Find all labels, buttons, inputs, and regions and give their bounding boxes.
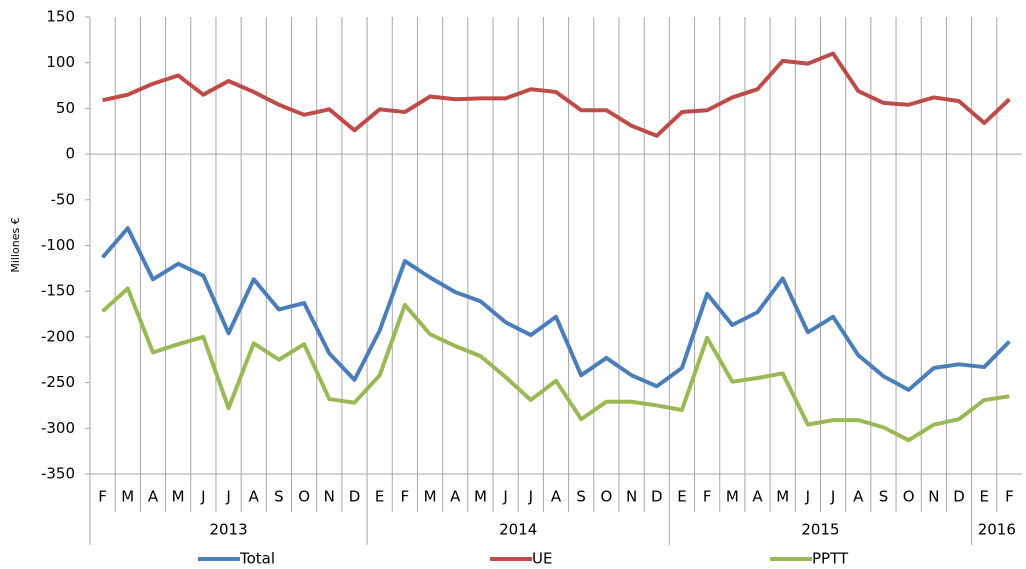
series-line — [102, 51, 1011, 138]
y-tick-label: -50 — [51, 190, 76, 208]
y-tick-label: 100 — [46, 53, 75, 71]
x-tick-label: J — [502, 488, 507, 506]
year-label: 2013 — [209, 521, 247, 539]
year-label: 2016 — [978, 521, 1016, 539]
year-label: 2015 — [801, 521, 839, 539]
x-tick-label: M — [424, 488, 437, 506]
legend-label: PPTT — [812, 550, 849, 568]
y-tick-label: -300 — [41, 419, 75, 437]
x-tick-label: F — [1005, 488, 1014, 506]
x-tick-label: M — [726, 488, 739, 506]
x-tick-label: O — [600, 488, 612, 506]
x-tick-label: A — [148, 488, 159, 506]
x-tick-label: N — [928, 488, 939, 506]
x-tick-label: E — [979, 488, 988, 506]
series-line — [101, 226, 1011, 392]
x-tick-label: A — [752, 488, 763, 506]
x-tick-label: M — [474, 488, 487, 506]
x-tick-label: S — [879, 488, 889, 506]
x-tick-label: F — [98, 488, 107, 506]
y-tick-label: 150 — [46, 8, 75, 26]
x-tick-label: M — [776, 488, 789, 506]
x-tick-label: S — [576, 488, 586, 506]
x-tick-label: N — [626, 488, 637, 506]
y-tick-label: -250 — [41, 373, 75, 391]
year-label: 2014 — [499, 521, 537, 539]
x-tick-label: O — [903, 488, 915, 506]
x-tick-label: N — [324, 488, 335, 506]
y-tick-label: -100 — [41, 236, 75, 254]
series-line — [101, 286, 1010, 443]
x-tick-label: A — [450, 488, 461, 506]
legend-label: UE — [532, 550, 552, 568]
x-tick-label: J — [200, 488, 205, 506]
y-axis-label: Millones € — [9, 217, 22, 272]
y-tick-label: -350 — [41, 465, 75, 483]
x-tick-label: J — [830, 488, 835, 506]
y-tick-label: -200 — [41, 327, 75, 345]
legend-label: Total — [239, 550, 275, 568]
x-tick-label: M — [121, 488, 134, 506]
y-tick-label: -150 — [41, 282, 75, 300]
x-tick-label: F — [401, 488, 410, 506]
x-tick-label: F — [703, 488, 712, 506]
x-tick-label: D — [349, 488, 361, 506]
x-tick-label: D — [651, 488, 663, 506]
x-tick-label: M — [172, 488, 185, 506]
x-tick-label: E — [677, 488, 686, 506]
x-tick-label: A — [551, 488, 562, 506]
y-tick-label: 50 — [56, 99, 75, 117]
x-tick-label: D — [953, 488, 965, 506]
x-tick-label: E — [375, 488, 384, 506]
x-tick-label: S — [274, 488, 284, 506]
x-tick-label: J — [805, 488, 810, 506]
x-tick-label: A — [249, 488, 260, 506]
y-tick-label: 0 — [65, 145, 75, 163]
x-tick-label: J — [528, 488, 533, 506]
x-tick-label: O — [298, 488, 310, 506]
x-tick-label: A — [853, 488, 864, 506]
x-tick-label: J — [225, 488, 230, 506]
